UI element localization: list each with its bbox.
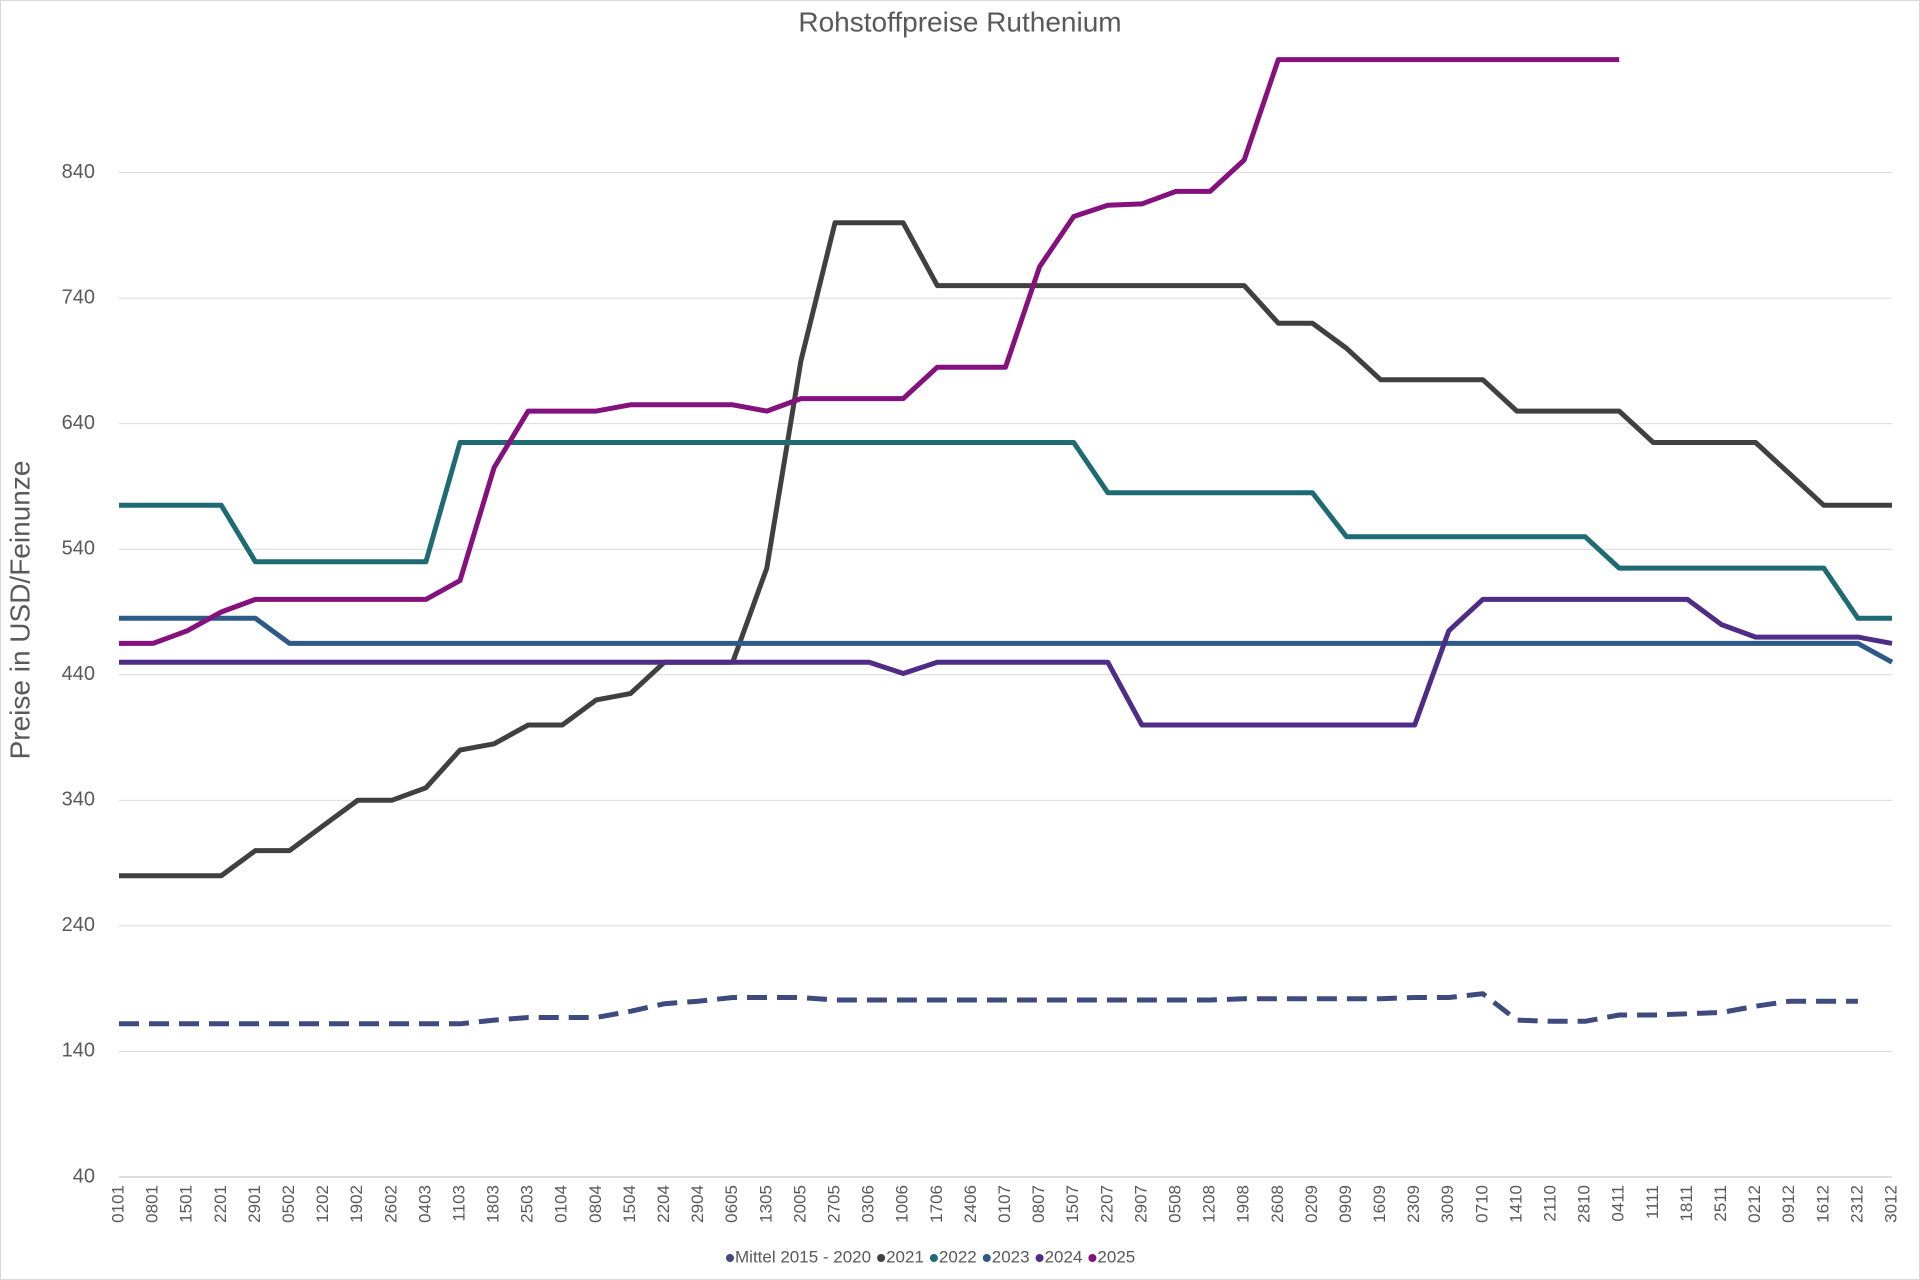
x-tick-label: 0411 xyxy=(1609,1185,1628,1222)
legend-label: 2023 xyxy=(992,1247,1030,1266)
x-tick-label: 1202 xyxy=(313,1185,332,1223)
x-tick-label: 0209 xyxy=(1302,1185,1321,1223)
legend-marker xyxy=(726,1254,734,1262)
series-line xyxy=(119,440,1892,621)
x-tick-label: 1908 xyxy=(1234,1185,1253,1223)
y-tick-label: 40 xyxy=(73,1165,95,1187)
x-tick-label: 2201 xyxy=(211,1185,230,1223)
x-tick-label: 1305 xyxy=(756,1185,775,1223)
x-tick-label: 2207 xyxy=(1097,1185,1116,1223)
x-tick-label: 0508 xyxy=(1165,1185,1184,1223)
x-tick-label: 0804 xyxy=(586,1185,605,1223)
x-tick-label: 0710 xyxy=(1472,1185,1491,1223)
x-tick-label: 0107 xyxy=(995,1185,1014,1223)
x-tick-label: 2901 xyxy=(245,1185,264,1223)
legend-marker xyxy=(1088,1254,1097,1262)
x-tick-label: 1609 xyxy=(1370,1185,1389,1223)
y-tick-label: 340 xyxy=(62,789,95,811)
series-line xyxy=(119,615,1894,665)
x-tick-label: 2204 xyxy=(654,1185,673,1223)
legend-label: 2022 xyxy=(939,1247,977,1266)
x-tick-label: 0801 xyxy=(143,1185,162,1223)
x-tick-label: 2406 xyxy=(961,1185,980,1223)
legend-label: 2024 xyxy=(1045,1247,1083,1266)
x-tick-label: 2511 xyxy=(1711,1185,1730,1222)
x-tick-label: 0212 xyxy=(1745,1185,1764,1223)
x-tick-label: 2907 xyxy=(1131,1185,1150,1223)
x-tick-label: 1006 xyxy=(893,1185,912,1223)
legend-marker xyxy=(982,1254,991,1262)
x-tick-label: 0909 xyxy=(1336,1185,1355,1223)
x-tick-label: 2503 xyxy=(518,1185,537,1223)
x-tick-label: 2810 xyxy=(1575,1185,1594,1223)
legend-marker xyxy=(877,1254,886,1262)
x-tick-label: 0306 xyxy=(859,1185,878,1223)
chart-title: Rohstoffpreise Ruthenium xyxy=(798,6,1121,37)
x-tick-label: 2309 xyxy=(1404,1185,1423,1223)
series-line xyxy=(119,596,1893,728)
x-tick-label: 1507 xyxy=(1063,1185,1082,1223)
x-tick-label: 1501 xyxy=(177,1185,196,1223)
x-tick-label: 1208 xyxy=(1200,1185,1219,1223)
x-tick-label: 1706 xyxy=(927,1185,946,1223)
y-tick-label: 840 xyxy=(62,161,95,183)
x-tick-label: 0101 xyxy=(108,1185,127,1223)
series-line xyxy=(119,220,1892,879)
x-tick-label: 1410 xyxy=(1506,1185,1525,1223)
series-line xyxy=(119,57,1620,646)
y-tick-label: 540 xyxy=(62,538,95,560)
x-tick-label: 1803 xyxy=(484,1185,503,1223)
x-tick-label: 0912 xyxy=(1779,1185,1798,1223)
x-tick-label: 3012 xyxy=(1881,1185,1900,1223)
legend-marker xyxy=(929,1254,938,1262)
x-tick-label: 2904 xyxy=(688,1185,707,1223)
x-tick-label: 2608 xyxy=(1268,1185,1287,1223)
x-tick-label: 1111 xyxy=(1643,1185,1662,1219)
y-tick-label: 640 xyxy=(62,412,95,434)
y-tick-label: 140 xyxy=(62,1040,95,1062)
y-tick-label: 440 xyxy=(62,663,95,685)
x-tick-label: 0807 xyxy=(1029,1185,1048,1223)
x-tick-label: 3009 xyxy=(1438,1185,1457,1223)
x-tick-label: 2705 xyxy=(825,1185,844,1223)
x-tick-label: 2602 xyxy=(381,1185,400,1223)
x-tick-label: 1902 xyxy=(347,1185,366,1223)
legend-marker xyxy=(1035,1254,1044,1262)
x-tick-label: 1504 xyxy=(620,1185,639,1223)
y-tick-label: 240 xyxy=(62,914,95,936)
y-axis-label: Preise in USD/Feinunze xyxy=(4,461,35,760)
x-tick-label: 2005 xyxy=(790,1185,809,1223)
x-tick-label: 1103 xyxy=(449,1185,468,1222)
x-tick-label: 2110 xyxy=(1541,1185,1560,1222)
legend-label: 2021 xyxy=(886,1247,924,1266)
x-tick-label: 0104 xyxy=(552,1185,571,1223)
legend-label: Mittel 2015 - 2020 xyxy=(735,1247,871,1266)
series-line xyxy=(119,991,1858,1027)
legend-label: 2025 xyxy=(1097,1247,1135,1266)
x-tick-label: 2312 xyxy=(1847,1185,1866,1223)
y-tick-label: 740 xyxy=(62,286,95,308)
x-tick-label: 1612 xyxy=(1813,1185,1832,1223)
x-tick-label: 1811 xyxy=(1677,1185,1696,1222)
x-tick-label: 0403 xyxy=(415,1185,434,1223)
x-tick-label: 0605 xyxy=(722,1185,741,1223)
x-tick-label: 0502 xyxy=(279,1185,298,1223)
